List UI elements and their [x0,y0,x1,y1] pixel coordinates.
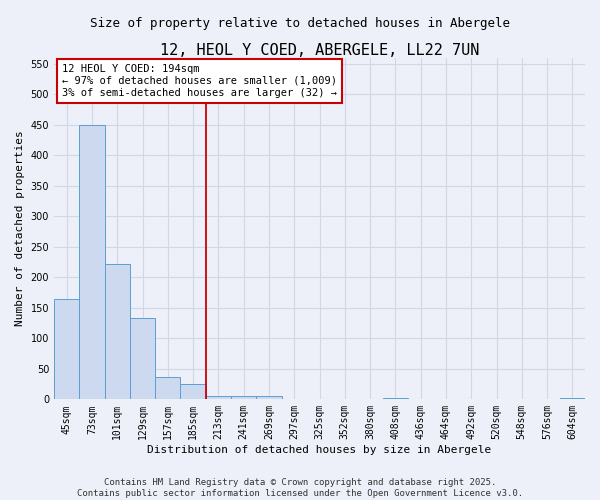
Bar [231,396,256,400]
Text: 12 HEOL Y COED: 194sqm
← 97% of detached houses are smaller (1,009)
3% of semi-d: 12 HEOL Y COED: 194sqm ← 97% of detached… [62,64,337,98]
X-axis label: Distribution of detached houses by size in Abergele: Distribution of detached houses by size … [148,445,491,455]
Bar [560,398,585,400]
Bar [104,264,130,400]
Text: Contains HM Land Registry data © Crown copyright and database right 2025.
Contai: Contains HM Land Registry data © Crown c… [77,478,523,498]
Bar [206,396,231,400]
Bar [79,124,104,400]
Y-axis label: Number of detached properties: Number of detached properties [15,130,25,326]
Bar [256,396,281,400]
Bar [155,378,181,400]
Bar [54,298,79,400]
Bar [130,318,155,400]
Bar [181,384,206,400]
Title: 12, HEOL Y COED, ABERGELE, LL22 7UN: 12, HEOL Y COED, ABERGELE, LL22 7UN [160,42,479,58]
Bar [383,398,408,400]
Text: Size of property relative to detached houses in Abergele: Size of property relative to detached ho… [90,18,510,30]
